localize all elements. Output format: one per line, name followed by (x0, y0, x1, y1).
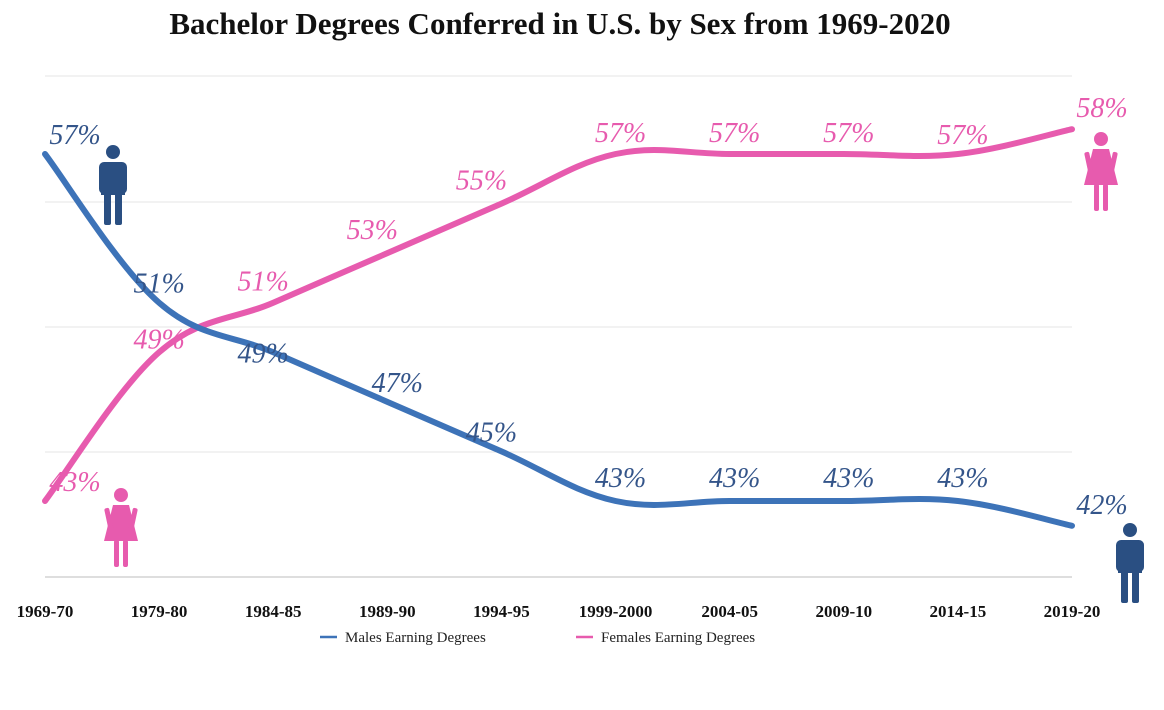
data-label-females: 49% (133, 324, 184, 355)
x-tick-label: 1999-2000 (579, 602, 653, 621)
x-tick-label: 2009-10 (815, 602, 872, 621)
x-tick-label: 2019-20 (1044, 602, 1101, 621)
data-label-males: 57% (49, 120, 100, 151)
data-label-females: 51% (238, 267, 289, 298)
legend-label-females: Females Earning Degrees (601, 630, 755, 646)
series-line-males (42, 151, 1075, 529)
x-tick-labels: 1969-70 1979-80 1984-85 1989-90 1994-95 1999-… (17, 602, 1101, 621)
x-tick-label: 2014-15 (930, 602, 987, 621)
legend-label-males: Males Earning Degrees (345, 630, 486, 646)
series-lines (42, 126, 1075, 529)
series-line-females (42, 126, 1075, 504)
x-tick-label: 2004-05 (701, 602, 758, 621)
data-label-females: 57% (937, 120, 988, 151)
female-figure-icon (104, 488, 138, 567)
x-tick-label: 1969-70 (17, 602, 74, 621)
data-label-males: 49% (238, 338, 289, 369)
gridlines (45, 75, 1072, 453)
figure-icons (99, 132, 1144, 603)
male-figure-icon (99, 145, 127, 225)
male-figure-icon (1116, 523, 1144, 603)
data-label-males: 43% (823, 463, 874, 494)
data-label-females: 57% (823, 118, 874, 149)
data-label-males: 51% (133, 269, 184, 300)
data-label-males: 43% (595, 463, 646, 494)
x-tick-label: 1989-90 (359, 602, 416, 621)
data-label-males: 43% (937, 463, 988, 494)
data-label-males: 42% (1076, 490, 1127, 521)
data-label-females: 57% (709, 118, 760, 149)
x-tick-label: 1994-95 (473, 602, 530, 621)
data-labels: 57% 51% 49% 47% 45% 43% 43% 43% 43% 42% 43% 49% 51% 5… (49, 93, 1127, 521)
x-tick-label: 1979-80 (131, 602, 188, 621)
data-label-females: 43% (49, 467, 100, 498)
female-figure-icon (1084, 132, 1118, 211)
chart-title: Bachelor Degrees Conferred in U.S. by Se… (169, 6, 951, 41)
legend: Males Earning Degrees Females Earning De… (320, 630, 755, 646)
x-tick-label: 1984-85 (245, 602, 302, 621)
data-label-females: 53% (347, 215, 398, 246)
data-label-males: 47% (372, 368, 423, 399)
data-label-females: 57% (595, 118, 646, 149)
data-label-females: 55% (456, 166, 507, 197)
data-label-males: 43% (709, 463, 760, 494)
data-label-females: 58% (1076, 93, 1127, 124)
data-label-males: 45% (466, 417, 517, 448)
